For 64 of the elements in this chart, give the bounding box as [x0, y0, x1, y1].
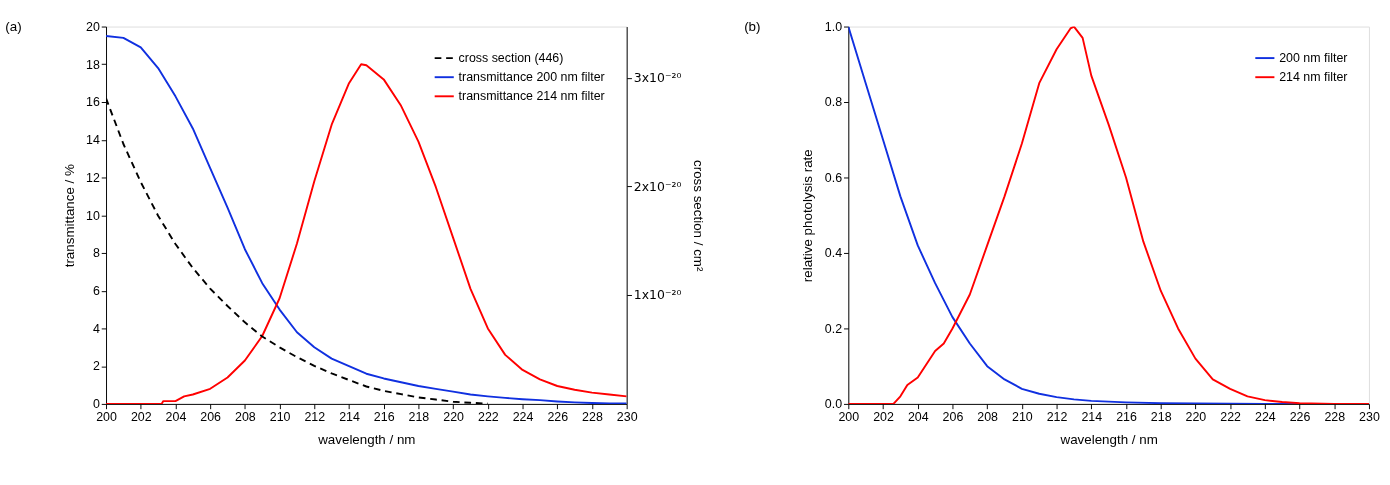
y-tick-label: 0.6 — [824, 170, 843, 185]
chart-title: (a) — [5, 19, 22, 35]
x-tick-label: 210 — [269, 409, 291, 424]
x-tick-label: 220 — [1185, 409, 1207, 424]
x-tick-label: 220 — [443, 409, 465, 424]
x-tick-label: 206 — [942, 409, 964, 424]
x-tick-label: 208 — [235, 409, 256, 424]
y-tick-label: 8 — [92, 246, 100, 261]
y2-tick-label: 1x10⁻²⁰ — [633, 287, 682, 303]
x-tick-label: 226 — [1289, 409, 1311, 424]
legend-label: 214 nm filter — [1279, 70, 1348, 85]
x-tick-label: 216 — [373, 409, 395, 424]
y-axis-title: relative photolysis rate — [800, 149, 816, 283]
legend-label: 200 nm filter — [1279, 50, 1348, 65]
x-tick-label: 202 — [130, 409, 152, 424]
x-tick-label: 218 — [1150, 409, 1172, 424]
x-tick-label: 200 — [838, 409, 860, 424]
x-tick-label: 208 — [977, 409, 999, 424]
x-tick-label: 212 — [304, 409, 326, 424]
x-tick-label: 216 — [1116, 409, 1137, 424]
y-tick-label: 0.4 — [824, 246, 843, 261]
y-tick-label: 1.0 — [824, 19, 843, 34]
y-tick-label: 18 — [86, 57, 100, 72]
y-axis-title: transmittance / % — [61, 163, 77, 268]
x-tick-label: 228 — [1324, 409, 1346, 424]
x-tick-label: 204 — [165, 409, 187, 424]
y-tick-label: 0.8 — [824, 95, 843, 110]
chart-title: (b) — [744, 19, 761, 35]
y2-tick-label: 3x10⁻²⁰ — [633, 69, 682, 85]
x-tick-label: 204 — [907, 409, 929, 424]
x-tick-label: 206 — [200, 409, 222, 424]
y-tick-label: 14 — [86, 133, 100, 148]
x-tick-label: 212 — [1046, 409, 1068, 424]
y2-tick-label: 2x10⁻²⁰ — [633, 178, 682, 194]
x-tick-label: 230 — [616, 409, 638, 424]
y-tick-label: 12 — [86, 170, 100, 185]
x-tick-label: 210 — [1012, 409, 1033, 424]
x-tick-label: 228 — [582, 409, 603, 424]
y-tick-label: 16 — [86, 95, 100, 110]
y-tick-label: 10 — [86, 208, 100, 223]
y-tick-label: 20 — [86, 19, 100, 34]
y-tick-label: 0.2 — [824, 321, 843, 336]
x-tick-label: 224 — [1254, 409, 1276, 424]
x-tick-label: 222 — [1220, 409, 1242, 424]
y-tick-label: 0.0 — [824, 397, 843, 412]
legend-label: transmittance 214 nm filter — [458, 89, 605, 104]
legend-label: cross section (446) — [458, 50, 564, 65]
y-tick-label: 0 — [92, 397, 100, 412]
legend-label: transmittance 200 nm filter — [458, 70, 605, 85]
x-axis-title: wavelength / nm — [317, 431, 416, 447]
x-tick-label: 202 — [873, 409, 894, 424]
x-tick-label: 226 — [547, 409, 569, 424]
x-tick-label: 230 — [1359, 409, 1380, 424]
x-axis-title: wavelength / nm — [1059, 431, 1158, 447]
x-tick-label: 224 — [512, 409, 534, 424]
x-tick-label: 218 — [408, 409, 430, 424]
y-tick-label: 2 — [92, 359, 100, 374]
x-tick-label: 214 — [1081, 409, 1103, 424]
y-tick-label: 4 — [92, 321, 100, 336]
x-tick-label: 200 — [96, 409, 117, 424]
x-tick-label: 214 — [339, 409, 360, 424]
x-tick-label: 222 — [477, 409, 499, 424]
y2-axis-title: cross section / cm² — [690, 160, 706, 272]
y-tick-label: 6 — [92, 284, 100, 299]
